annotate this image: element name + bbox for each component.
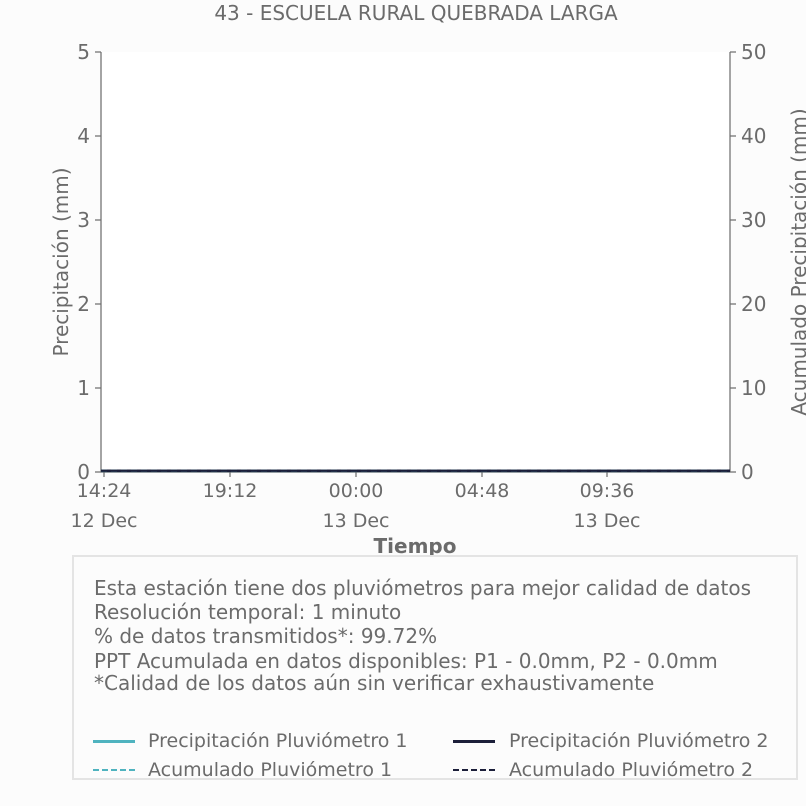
y-tick-label: 2: [77, 292, 90, 316]
legend-label-acum-1: Acumulado Pluviómetro 1: [148, 759, 393, 781]
x-axis-label: Tiempo: [374, 534, 457, 558]
y2-axis-label: Acumulado Precipitación (mm): [787, 108, 806, 415]
y2-tick-label: 0: [741, 460, 754, 484]
x-tick-date-label: 13 Dec: [323, 510, 390, 532]
x-tick-label: 14:24: [77, 480, 132, 502]
legend-swatch-acum-2: [453, 769, 495, 771]
y2-tick-label: 10: [741, 376, 766, 400]
x-tick-label: 04:48: [455, 480, 510, 502]
plot-area: [102, 52, 730, 472]
y2-tick-label: 20: [741, 292, 766, 316]
y2-tick-label: 30: [741, 208, 766, 232]
legend-swatch-precip-2: [453, 740, 495, 743]
x-tick-date-label: 13 Dec: [574, 510, 641, 532]
y-tick-label: 0: [77, 460, 90, 484]
info-line-resolution: Resolución temporal: 1 minuto: [94, 600, 402, 624]
y-tick-label: 1: [77, 376, 90, 400]
y-tick-label: 5: [77, 40, 90, 64]
y2-tick-label: 50: [741, 40, 766, 64]
chart-title: 43 - ESCUELA RURAL QUEBRADA LARGA: [214, 1, 618, 25]
info-line-accumulated: PPT Acumulada en datos disponibles: P1 -…: [94, 649, 718, 673]
info-line-transmitted: % de datos transmitidos*: 99.72%: [94, 624, 438, 648]
legend-label-precip-1: Precipitación Pluviómetro 1: [148, 730, 408, 752]
legend-label-acum-2: Acumulado Pluviómetro 2: [509, 759, 754, 781]
info-line-quality-note: *Calidad de los datos aún sin verificar …: [94, 671, 655, 695]
legend-swatch-acum-1: [93, 769, 135, 771]
info-line-stations: Esta estación tiene dos pluviómetros par…: [94, 576, 752, 600]
chart: 43 - ESCUELA RURAL QUEBRADA LARGA 0 1 2 3 4 5…: [49, 1, 806, 558]
legend-label-precip-2: Precipitación Pluviómetro 2: [509, 730, 769, 752]
x-tick-label: 19:12: [203, 480, 258, 502]
x-tick-label: 00:00: [329, 480, 384, 502]
info-legend-box: Esta estación tiene dos pluviómetros par…: [72, 555, 798, 781]
y2-tick-label: 40: [741, 124, 766, 148]
x-tick-date-label: 12 Dec: [71, 510, 138, 532]
y-axis-label: Precipitación (mm): [49, 167, 73, 356]
x-tick-label: 09:36: [580, 480, 635, 502]
y-tick-label: 3: [77, 208, 90, 232]
y-tick-label: 4: [77, 124, 90, 148]
legend-swatch-precip-1: [93, 740, 135, 743]
